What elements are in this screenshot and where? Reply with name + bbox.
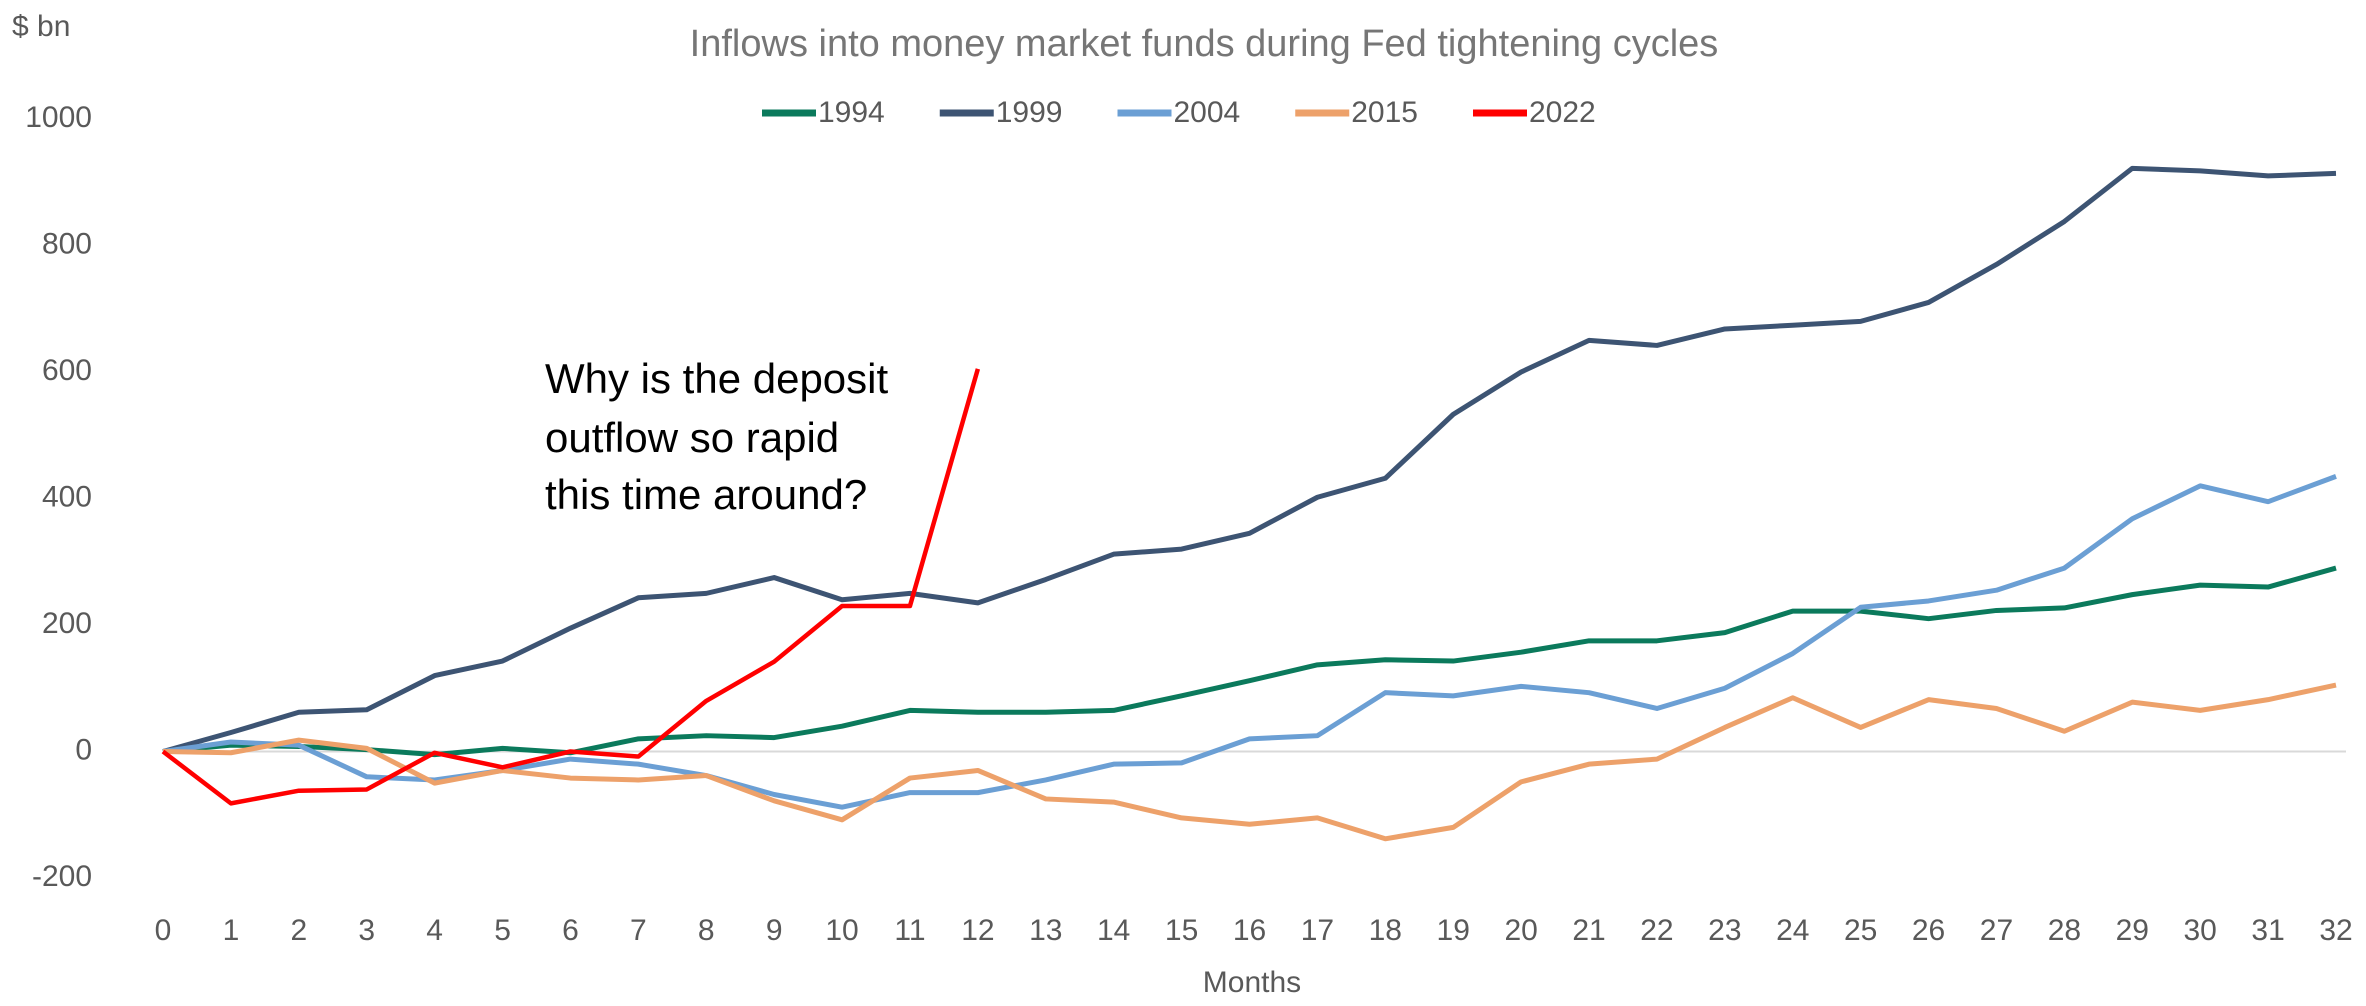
x-tick-label: 8: [698, 914, 715, 947]
series-line: [162, 474, 2337, 810]
x-tick-label: 31: [2251, 914, 2284, 947]
x-axis-label: Months: [1203, 966, 1301, 999]
x-tick-label: 9: [766, 914, 783, 947]
series-line: [161, 368, 981, 806]
x-tick-label: 6: [562, 914, 579, 947]
x-tick-label: 23: [1708, 914, 1741, 947]
x-tick-label: 15: [1165, 914, 1198, 947]
x-tick-label: 13: [1029, 914, 1062, 947]
y-tick-label: 1000: [25, 101, 92, 134]
x-tick-label: 24: [1776, 914, 1809, 947]
y-unit-label: $ bn: [12, 10, 70, 43]
x-tick-label: 12: [961, 914, 994, 947]
x-tick-label: 0: [155, 914, 172, 947]
x-tick-label: 30: [2184, 914, 2217, 947]
x-tick-label: 21: [1572, 914, 1605, 947]
y-tick-label: 0: [75, 733, 92, 766]
legend-label: 2015: [1351, 96, 1418, 129]
legend-label: 2022: [1529, 96, 1596, 129]
x-tick-label: 19: [1437, 914, 1470, 947]
legend-label: 2004: [1174, 96, 1241, 129]
x-tick-label: 1: [223, 914, 240, 947]
y-tick-label: 600: [42, 354, 92, 387]
annotation: Why is the deposit: [545, 355, 888, 402]
x-tick-label: 5: [494, 914, 511, 947]
x-tick-label: 18: [1369, 914, 1402, 947]
x-tick-label: 25: [1844, 914, 1877, 947]
y-tick-label: -200: [32, 860, 92, 893]
annotation: outflow so rapid: [545, 414, 839, 461]
x-tick-label: 7: [630, 914, 647, 947]
x-tick-label: 2: [290, 914, 307, 947]
x-tick-label: 14: [1097, 914, 1130, 947]
x-tick-label: 26: [1912, 914, 1945, 947]
legend-label: 1994: [818, 96, 885, 129]
x-tick-label: 10: [825, 914, 858, 947]
x-tick-label: 3: [358, 914, 375, 947]
x-tick-label: 32: [2319, 914, 2352, 947]
legend-label: 1999: [996, 96, 1063, 129]
x-tick-label: 27: [1980, 914, 2013, 947]
y-tick-label: 400: [42, 480, 92, 513]
series-line: [162, 165, 2337, 754]
x-tick-label: 28: [2048, 914, 2081, 947]
annotation: this time around?: [545, 471, 867, 518]
x-tick-label: 16: [1233, 914, 1266, 947]
x-tick-label: 4: [426, 914, 443, 947]
chart-title: Inflows into money market funds during F…: [690, 23, 1719, 65]
x-tick-label: 22: [1640, 914, 1673, 947]
series-line: [162, 565, 2337, 758]
y-tick-label: 800: [42, 227, 92, 260]
x-tick-label: 29: [2116, 914, 2149, 947]
series-line: [162, 682, 2337, 842]
x-tick-label: 20: [1504, 914, 1537, 947]
x-tick-label: 17: [1301, 914, 1334, 947]
y-tick-label: 200: [42, 607, 92, 640]
x-tick-label: 11: [894, 914, 925, 947]
